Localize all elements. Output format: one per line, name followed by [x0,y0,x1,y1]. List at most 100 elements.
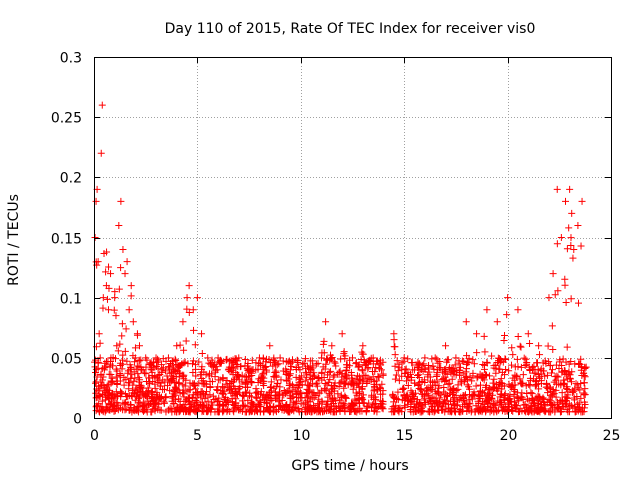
data-point [548,401,556,409]
data-point [436,357,444,365]
data-point [393,357,401,365]
data-point [183,294,191,302]
data-point [375,373,383,381]
data-point [431,387,439,395]
data-point [189,357,197,365]
data-point [125,385,133,393]
data-point [276,354,284,362]
data-point [248,356,256,364]
data-point [314,359,322,367]
data-point [359,377,367,385]
data-point [163,372,171,380]
data-point [96,339,104,347]
data-point [318,398,326,406]
data-point [136,391,144,399]
data-point [118,365,126,373]
data-point [344,381,352,389]
data-point [186,386,194,394]
data-point [570,387,578,395]
data-point [152,393,160,401]
data-point [169,394,177,402]
x-tick-label: 10 [293,428,311,444]
data-point [511,376,519,384]
data-point [439,400,447,408]
data-point [193,398,201,406]
data-point [371,400,379,408]
data-point [427,386,435,394]
data-point [372,364,380,371]
data-point [285,382,293,390]
data-point [139,399,147,407]
data-point [135,356,143,364]
data-point [570,394,578,402]
data-point [507,361,515,369]
data-point [578,371,586,379]
data-point [149,378,157,386]
data-point [191,341,199,349]
data-point [545,358,553,366]
data-point [121,390,129,398]
data-point [393,395,401,403]
data-point [528,394,536,402]
data-point [483,359,491,367]
data-point [557,408,565,416]
data-point [513,402,521,410]
data-point [529,395,537,403]
data-point [354,379,362,387]
data-point [153,399,161,407]
data-point [465,385,473,393]
data-point [283,387,291,395]
data-point [536,373,544,381]
data-point [166,387,174,395]
data-point [114,406,122,414]
data-point [341,392,349,400]
data-point [401,403,409,411]
data-point [145,379,153,387]
data-point [163,382,171,390]
data-point [183,305,191,313]
data-point [482,392,490,400]
data-point [288,356,296,364]
data-point [514,306,522,314]
data-point [307,376,315,384]
data-point [338,373,346,381]
data-point [379,371,387,379]
data-point [508,403,516,411]
data-point [139,407,147,415]
data-point [553,372,561,380]
data-point [192,361,200,369]
data-point [431,354,439,362]
data-point [566,374,574,382]
data-point [170,386,178,394]
data-point [216,401,224,409]
data-point [580,379,588,387]
data-point [234,385,242,393]
data-point [524,330,532,338]
data-point [495,357,503,365]
data-point [121,400,129,408]
data-point [363,379,371,387]
data-point [448,404,456,412]
data-point [102,362,110,370]
data-point [226,407,234,415]
data-point [149,396,157,404]
data-point [414,380,422,388]
data-point [309,380,317,388]
data-point [140,393,148,401]
data-point [156,406,164,414]
data-point [430,365,438,373]
data-point [535,342,543,350]
data-point [391,375,399,383]
data-point [498,385,506,393]
data-point [278,406,286,414]
data-point [117,197,125,205]
data-point [425,398,433,406]
data-point [505,367,513,375]
data-point [259,407,267,415]
data-point [272,388,280,396]
data-point [546,383,554,391]
data-point [522,382,530,390]
data-point [558,389,566,397]
data-point [359,383,366,391]
data-point [96,354,104,362]
